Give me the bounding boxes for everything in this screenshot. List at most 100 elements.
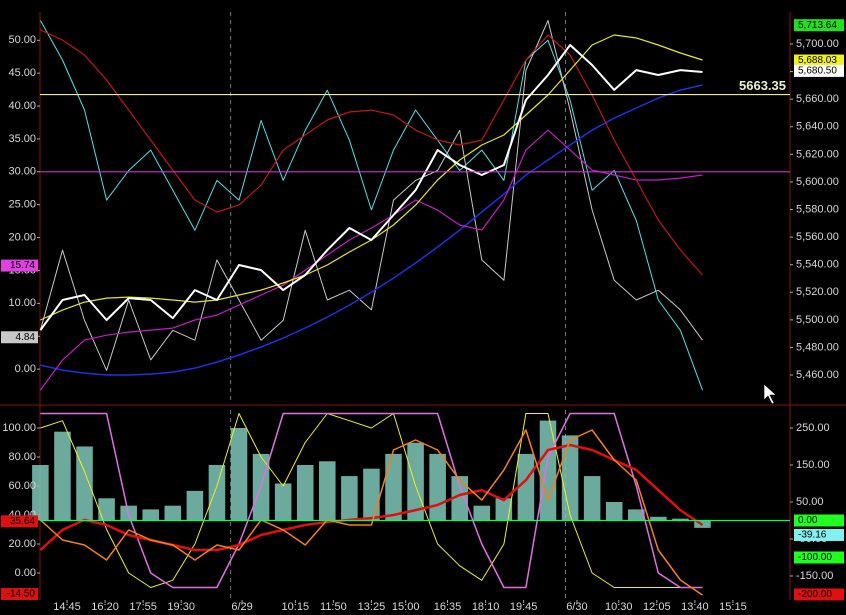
x-tick-label: 6/30 bbox=[566, 601, 587, 613]
value-badge bbox=[794, 54, 844, 67]
y-tick-label: 40.00 bbox=[8, 100, 36, 112]
value-badge bbox=[1, 259, 38, 272]
series-line bbox=[40, 413, 703, 588]
series-line bbox=[40, 412, 703, 589]
y2-tick-label: 5,500.00 bbox=[796, 314, 839, 326]
y2-tick-label: 5,460.00 bbox=[796, 369, 839, 381]
series-line bbox=[39, 129, 703, 391]
value-badge bbox=[794, 514, 844, 527]
histogram-bar bbox=[627, 509, 645, 521]
x-tick-label: 16:35 bbox=[434, 601, 462, 613]
value-badge bbox=[794, 19, 844, 32]
value-badge bbox=[794, 64, 844, 77]
y-tick-label: 20.00 bbox=[8, 231, 36, 243]
y2-tick-label: 5,520.00 bbox=[796, 286, 839, 298]
x-tick-label: 13:40 bbox=[681, 601, 709, 613]
histogram-bar bbox=[142, 509, 160, 521]
y-tick-label: 60.00 bbox=[8, 480, 36, 492]
histogram-bar bbox=[451, 476, 468, 521]
y2-tick-label: 5,640.00 bbox=[796, 121, 839, 133]
y2-tick-label: 5,600.00 bbox=[796, 176, 839, 188]
value-badge-label: 15.74 bbox=[10, 260, 35, 271]
x-tick-label: 6/29 bbox=[231, 601, 252, 613]
value-badge-label: 5,680.50 bbox=[798, 66, 837, 77]
histogram-bar bbox=[495, 498, 513, 521]
value-badge-label: 0.00 bbox=[798, 515, 818, 526]
x-tick-label: 16:20 bbox=[91, 601, 119, 613]
y2-tick-label: 5,580.00 bbox=[796, 203, 839, 215]
histogram-bar bbox=[208, 464, 226, 521]
value-badge-label: 5,713.64 bbox=[798, 20, 837, 31]
histogram-bar bbox=[319, 461, 336, 521]
x-tick-label: 15:00 bbox=[392, 601, 420, 613]
histogram-bar bbox=[274, 483, 292, 521]
value-badge bbox=[1, 515, 38, 528]
histogram-bar bbox=[76, 446, 93, 521]
series-line bbox=[40, 84, 703, 376]
x-tick-label: 13:25 bbox=[358, 601, 386, 613]
y-tick-label: 20.00 bbox=[8, 538, 36, 550]
histogram-bar bbox=[230, 427, 248, 521]
y-tick-label: 25.00 bbox=[8, 199, 36, 211]
y-tick-label: 0.00 bbox=[15, 567, 36, 579]
series-line bbox=[39, 44, 703, 331]
x-tick-label: 19:30 bbox=[167, 601, 195, 613]
histogram-bar bbox=[407, 442, 424, 521]
y-tick-label: 30.00 bbox=[8, 166, 36, 178]
histogram-bar bbox=[98, 498, 115, 521]
series-line bbox=[39, 20, 703, 391]
series-line bbox=[39, 20, 703, 371]
level-label: 5663.35 bbox=[739, 78, 786, 93]
y2-tick-label: 5,480.00 bbox=[796, 341, 839, 353]
y2-tick-label: 150.00 bbox=[796, 459, 830, 471]
y2-tick-label: 5,660.00 bbox=[796, 93, 839, 105]
x-tick-label: 14:45 bbox=[53, 601, 81, 613]
value-badge-label: 4.84 bbox=[16, 332, 36, 343]
histogram-bar bbox=[54, 431, 71, 521]
histogram-bar bbox=[429, 453, 446, 521]
histogram-bar bbox=[517, 453, 535, 521]
value-badge-label: 35.64 bbox=[10, 516, 35, 527]
y2-tick-label: 5,540.00 bbox=[796, 259, 839, 271]
histogram-bar bbox=[561, 435, 579, 521]
y-tick-label: 80.00 bbox=[8, 451, 36, 463]
y2-tick-label: 5,700.00 bbox=[796, 38, 839, 50]
y-tick-label: 50.00 bbox=[8, 34, 36, 46]
x-tick-label: 12:05 bbox=[643, 601, 671, 613]
histogram-bar bbox=[473, 505, 491, 521]
x-tick-label: 18:10 bbox=[472, 601, 500, 613]
value-badge bbox=[794, 588, 844, 601]
histogram-bar bbox=[385, 453, 402, 521]
x-tick-label: 10:15 bbox=[282, 601, 310, 613]
x-tick-label: 15:15 bbox=[719, 601, 747, 613]
histogram-bar bbox=[296, 464, 314, 521]
value-badge-label: 5,688.03 bbox=[798, 55, 837, 66]
value-badge-label: -100.00 bbox=[798, 552, 832, 563]
value-badge bbox=[1, 331, 38, 344]
value-badge-label: -39.16 bbox=[798, 530, 827, 541]
histogram-bar bbox=[363, 468, 380, 521]
y2-tick-label: 5,560.00 bbox=[796, 231, 839, 243]
y-tick-label: 100.00 bbox=[2, 422, 36, 434]
histogram-bar bbox=[341, 476, 358, 521]
y2-tick-label: 250.00 bbox=[796, 422, 830, 434]
y2-tick-label: 50.00 bbox=[796, 496, 824, 508]
value-badge bbox=[1, 588, 38, 601]
mouse-cursor bbox=[763, 383, 777, 405]
value-badge bbox=[794, 551, 844, 564]
x-tick-label: 11:50 bbox=[320, 601, 347, 613]
histogram-bar bbox=[672, 518, 689, 521]
value-badge-label: -200.00 bbox=[798, 589, 832, 600]
x-tick-label: 19:45 bbox=[510, 601, 538, 613]
y2-tick-label: -150.00 bbox=[796, 570, 833, 582]
x-tick-label: 10:30 bbox=[605, 601, 633, 613]
y-tick-label: 45.00 bbox=[8, 67, 36, 79]
histogram-bar bbox=[583, 476, 601, 521]
y-tick-label: 10.00 bbox=[8, 297, 36, 309]
histogram-bar bbox=[539, 420, 557, 521]
value-badge bbox=[794, 528, 844, 541]
histogram-bar bbox=[164, 505, 182, 521]
